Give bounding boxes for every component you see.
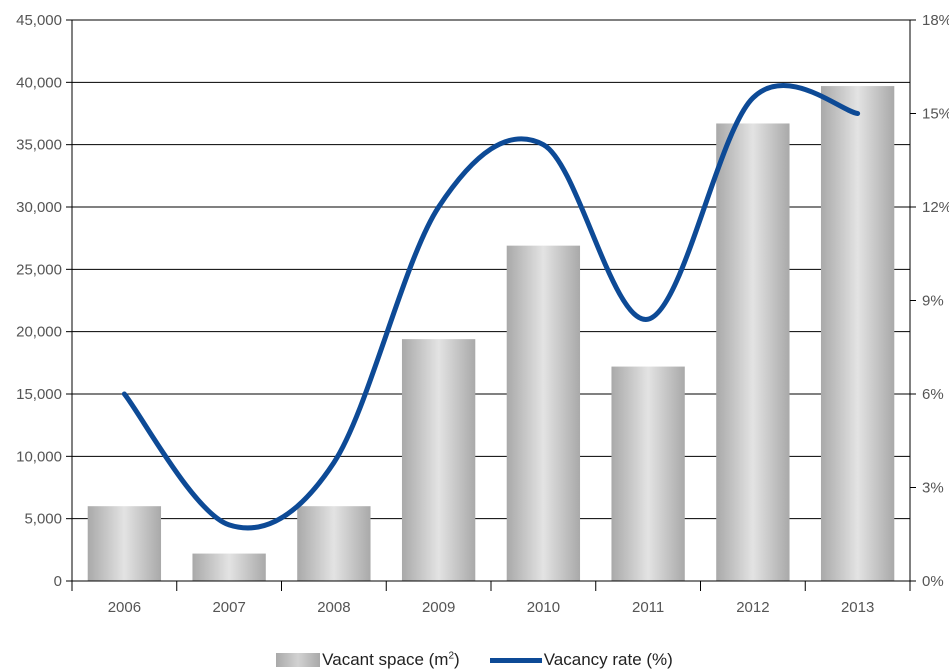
bar-2011 (611, 366, 685, 581)
legend-swatch-line (489, 657, 542, 663)
bar-2006 (87, 506, 162, 581)
bar-2013 (820, 86, 895, 581)
legend-label-vacant-space: Vacant space (m2) (322, 650, 460, 669)
vacancy-rate-line (121, 83, 861, 531)
y-left-tick-label: 5,000 (24, 511, 62, 528)
y-left-tick-label: 0 (54, 573, 62, 590)
y-right-tick-label: 15% (922, 106, 949, 123)
bar-2012 (716, 123, 790, 582)
x-tick-label: 2008 (317, 599, 350, 616)
bar-2007 (192, 553, 266, 581)
bar-2009 (401, 339, 476, 581)
y-left-tick-label: 10,000 (16, 448, 62, 465)
x-tick-label: 2007 (212, 599, 245, 616)
y-left-tick-label: 45,000 (16, 12, 62, 29)
axes (66, 19, 916, 591)
legend-swatch-bar (276, 653, 321, 667)
legend-item-vacant-space: Vacant space (m2) (276, 650, 460, 670)
y-left-tick-label: 25,000 (16, 261, 62, 278)
x-tick-label: 2009 (422, 599, 455, 616)
tick-labels: 0 5,000 10,000 15,000 20,000 25,000 30,000 35,0… (16, 12, 949, 616)
x-tick-label: 2011 (632, 599, 664, 616)
x-tick-label: 2013 (841, 599, 874, 616)
line-series (121, 83, 861, 531)
y-right-tick-label: 18% (922, 12, 949, 29)
y-right-tick-label: 6% (922, 386, 944, 403)
y-left-tick-label: 30,000 (16, 199, 62, 216)
x-tick-label: 2006 (108, 599, 141, 616)
gridlines (72, 19, 910, 520)
y-right-tick-label: 0% (922, 573, 944, 590)
legend: Vacant space (m2) Vacancy rate (%) (0, 648, 949, 672)
y-left-tick-label: 20,000 (16, 324, 62, 341)
y-right-tick-label: 12% (922, 199, 949, 216)
y-left-tick-label: 15,000 (16, 386, 62, 403)
bar-2010 (506, 245, 581, 581)
x-tick-label: 2012 (736, 599, 769, 616)
y-left-tick-label: 40,000 (16, 74, 62, 91)
y-right-tick-label: 9% (922, 293, 944, 310)
bar-2008 (297, 506, 371, 581)
chart: 0 5,000 10,000 15,000 20,000 25,000 30,000 35,0… (16, 12, 949, 616)
bar-series (87, 86, 895, 582)
legend-label-vacancy-rate: Vacancy rate (%) (543, 650, 673, 669)
y-right-tick-label: 3% (922, 480, 944, 497)
x-tick-label: 2010 (527, 599, 560, 616)
y-left-tick-label: 35,000 (16, 137, 62, 154)
legend-item-vacancy-rate: Vacancy rate (%) (489, 650, 673, 670)
